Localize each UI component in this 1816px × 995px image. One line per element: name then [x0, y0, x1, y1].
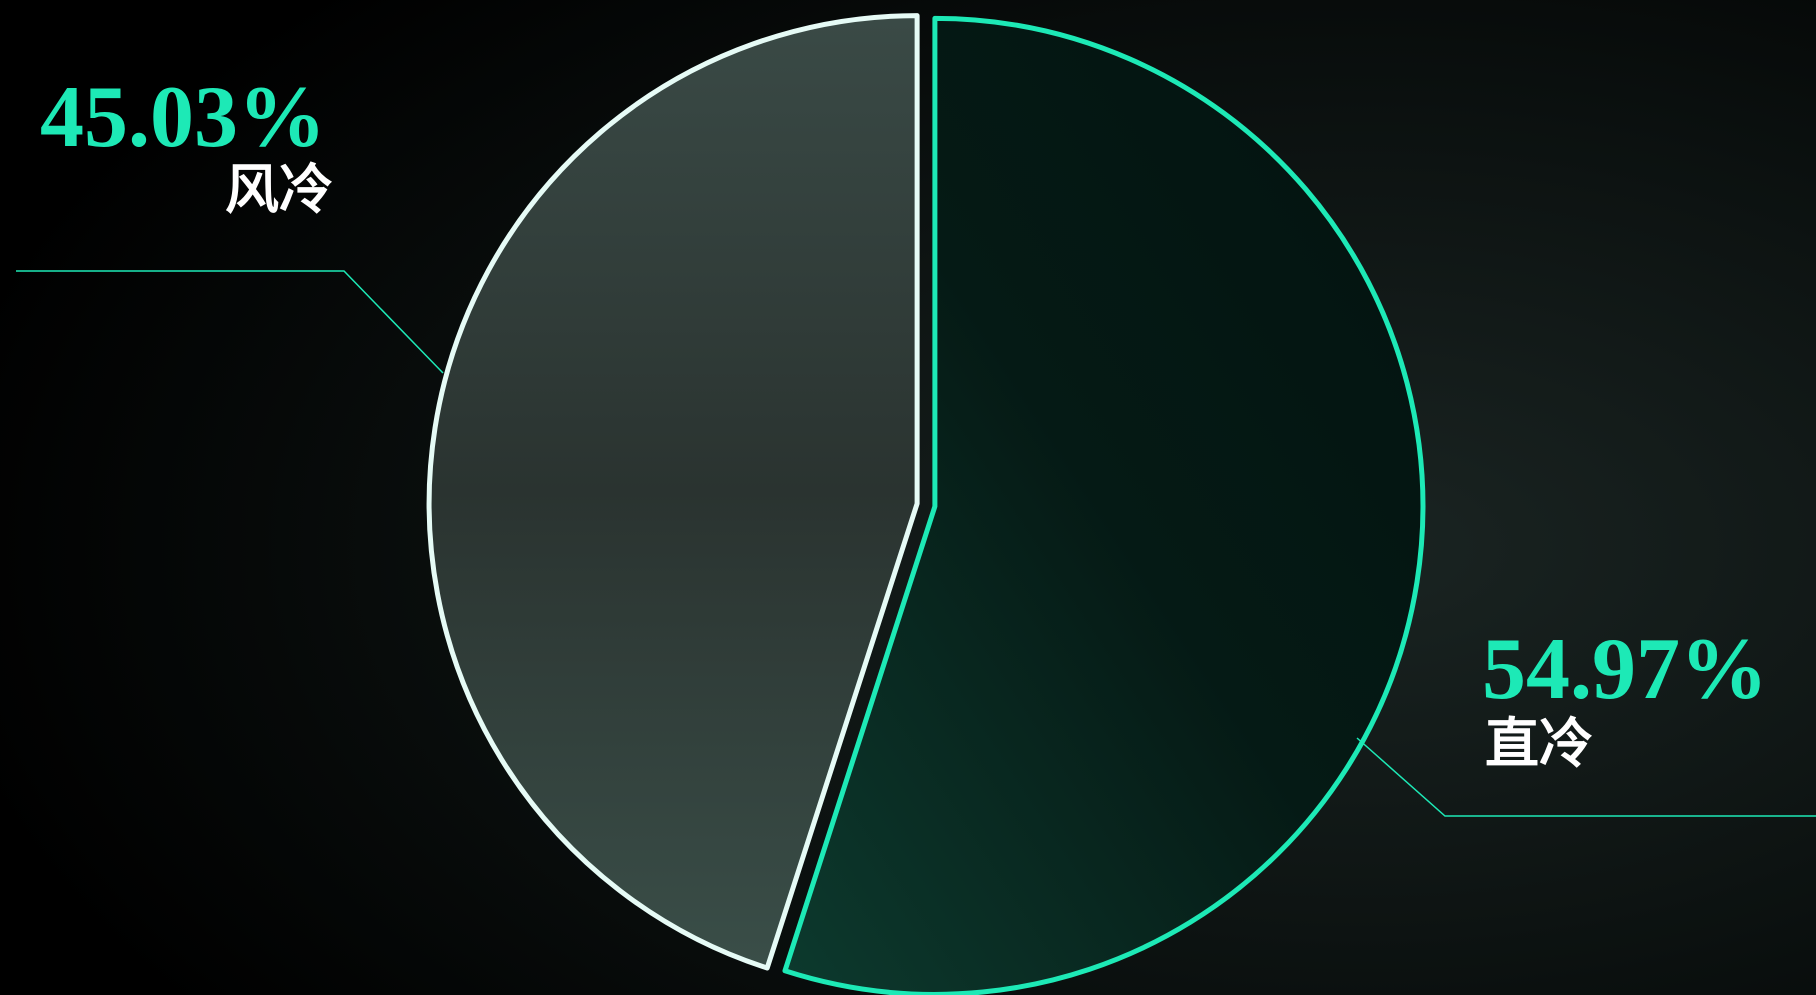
category-label: 直冷	[1485, 711, 1593, 775]
value-label: 54.97%	[1482, 621, 1768, 718]
pie-slice	[426, 13, 920, 971]
leader-line	[1356, 737, 1816, 817]
leader-line	[16, 270, 444, 374]
pie-slice	[782, 15, 1426, 995]
category-label: 风冷	[225, 157, 333, 221]
value-label: 45.03%	[40, 69, 326, 166]
